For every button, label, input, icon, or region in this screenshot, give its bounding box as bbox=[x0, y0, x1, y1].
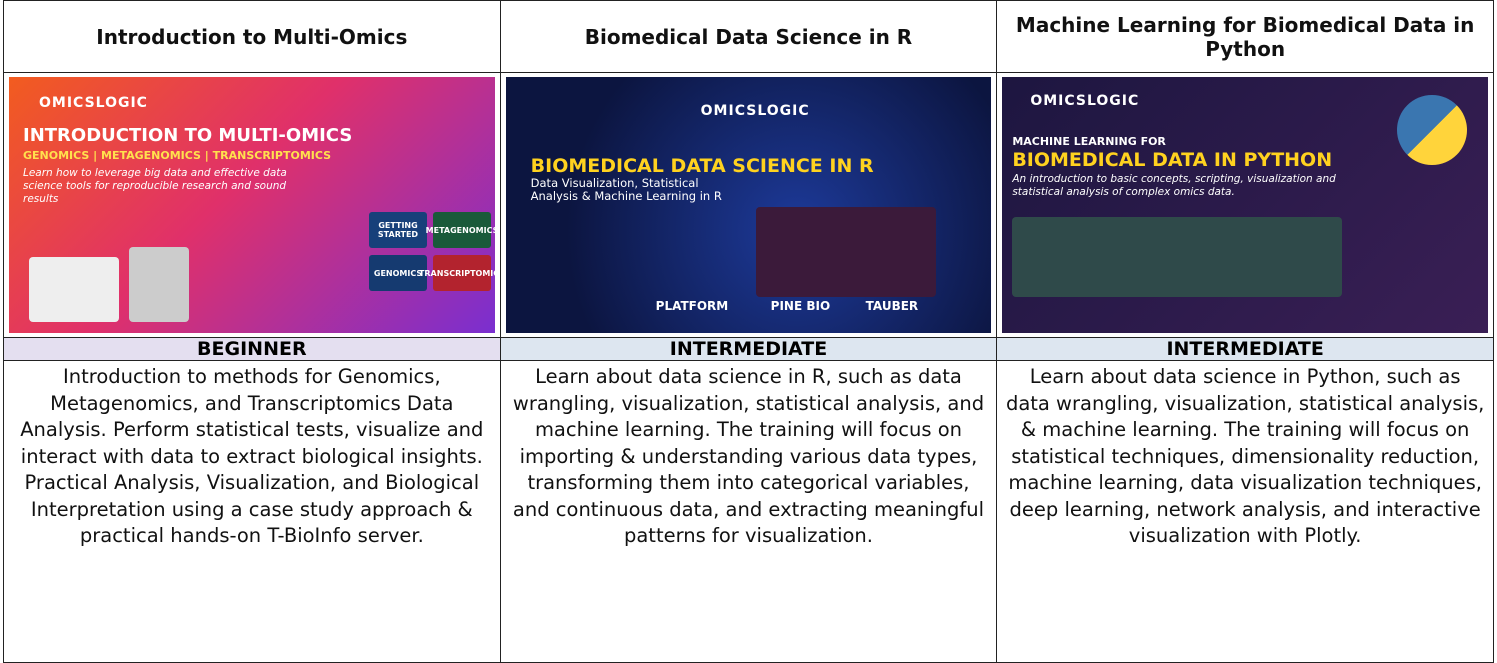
device-shape bbox=[129, 247, 189, 322]
course-banner: OMICSLOGIC INTRODUCTION TO MULTI-OMICS GEN… bbox=[9, 77, 495, 333]
course-table: Introduction to Multi-Omics Biomedical Da… bbox=[3, 0, 1494, 663]
level-label: BEGINNER bbox=[3, 337, 501, 361]
banner-subtitle: GENOMICS | METAGENOMICS | TRANSCRIPTOMIC… bbox=[23, 149, 332, 162]
banner-tagline: Learn how to leverage big data and effec… bbox=[23, 167, 287, 205]
banner-tile: GETTING STARTED bbox=[369, 212, 427, 248]
brand: OMICSLOGIC bbox=[700, 103, 810, 119]
python-logo bbox=[1397, 95, 1468, 165]
banner-cell: OMICSLOGIC INTRODUCTION TO MULTI-OMICS GEN… bbox=[3, 72, 501, 338]
banner-title: BIOMEDICAL DATA IN PYTHON bbox=[1012, 149, 1333, 171]
course-banner: OMICSLOGIC BIOMEDICAL DATA SCIENCE IN R Da… bbox=[505, 77, 992, 333]
course-heading: Biomedical Data Science in R bbox=[499, 0, 998, 73]
brand: OMICSLOGIC bbox=[39, 95, 148, 111]
course-description: Introduction to methods for Genomics, Me… bbox=[3, 360, 501, 663]
img-row: OMICSLOGIC INTRODUCTION TO MULTI-OMICS GEN… bbox=[3, 72, 1494, 338]
banner-title: BIOMEDICAL DATA SCIENCE IN R bbox=[530, 155, 874, 177]
code-panel bbox=[755, 207, 936, 297]
banner-tagline: An introduction to basic concepts, scrip… bbox=[1012, 173, 1336, 198]
lvl-row: BEGINNER INTERMEDIATE INTERMEDIATE bbox=[3, 337, 1494, 361]
banner-title: INTRODUCTION TO MULTI-OMICS bbox=[23, 125, 353, 146]
partner-logo: PINE BIO bbox=[770, 299, 831, 313]
course-banner: OMICSLOGIC MACHINE LEARNING FOR BIOMEDICAL… bbox=[1002, 77, 1488, 333]
hd-row: Introduction to Multi-Omics Biomedical Da… bbox=[3, 0, 1494, 73]
banner-subtitle: Data Visualization, Statistical Analysis… bbox=[530, 176, 722, 203]
brand: OMICSLOGIC bbox=[1030, 93, 1140, 109]
course-heading: Introduction to Multi-Omics bbox=[3, 0, 501, 73]
banner-tile: TRANSCRIPTOMICS bbox=[419, 255, 495, 291]
course-heading: Machine Learning for Biomedical Data in … bbox=[996, 0, 1494, 73]
level-label: INTERMEDIATE bbox=[499, 337, 998, 361]
course-description: Learn about data science in Python, such… bbox=[996, 360, 1494, 663]
device-shape bbox=[29, 257, 119, 322]
code-panel bbox=[1012, 217, 1343, 297]
partner-logo: PLATFORM bbox=[655, 299, 729, 313]
level-label: INTERMEDIATE bbox=[996, 337, 1494, 361]
partner-logo: TAUBER bbox=[865, 299, 919, 313]
banner-tile: METAGENOMICS bbox=[426, 212, 495, 248]
banner-tile: GENOMICS bbox=[369, 255, 427, 291]
desc-row: Introduction to methods for Genomics, Me… bbox=[3, 360, 1494, 663]
banner-cell: OMICSLOGIC BIOMEDICAL DATA SCIENCE IN R Da… bbox=[499, 72, 998, 338]
banner-kicker: MACHINE LEARNING FOR bbox=[1012, 135, 1166, 148]
course-description: Learn about data science in R, such as d… bbox=[499, 360, 998, 663]
table-body: Introduction to Multi-Omics Biomedical Da… bbox=[3, 0, 1494, 663]
banner-cell: OMICSLOGIC MACHINE LEARNING FOR BIOMEDICAL… bbox=[996, 72, 1494, 338]
